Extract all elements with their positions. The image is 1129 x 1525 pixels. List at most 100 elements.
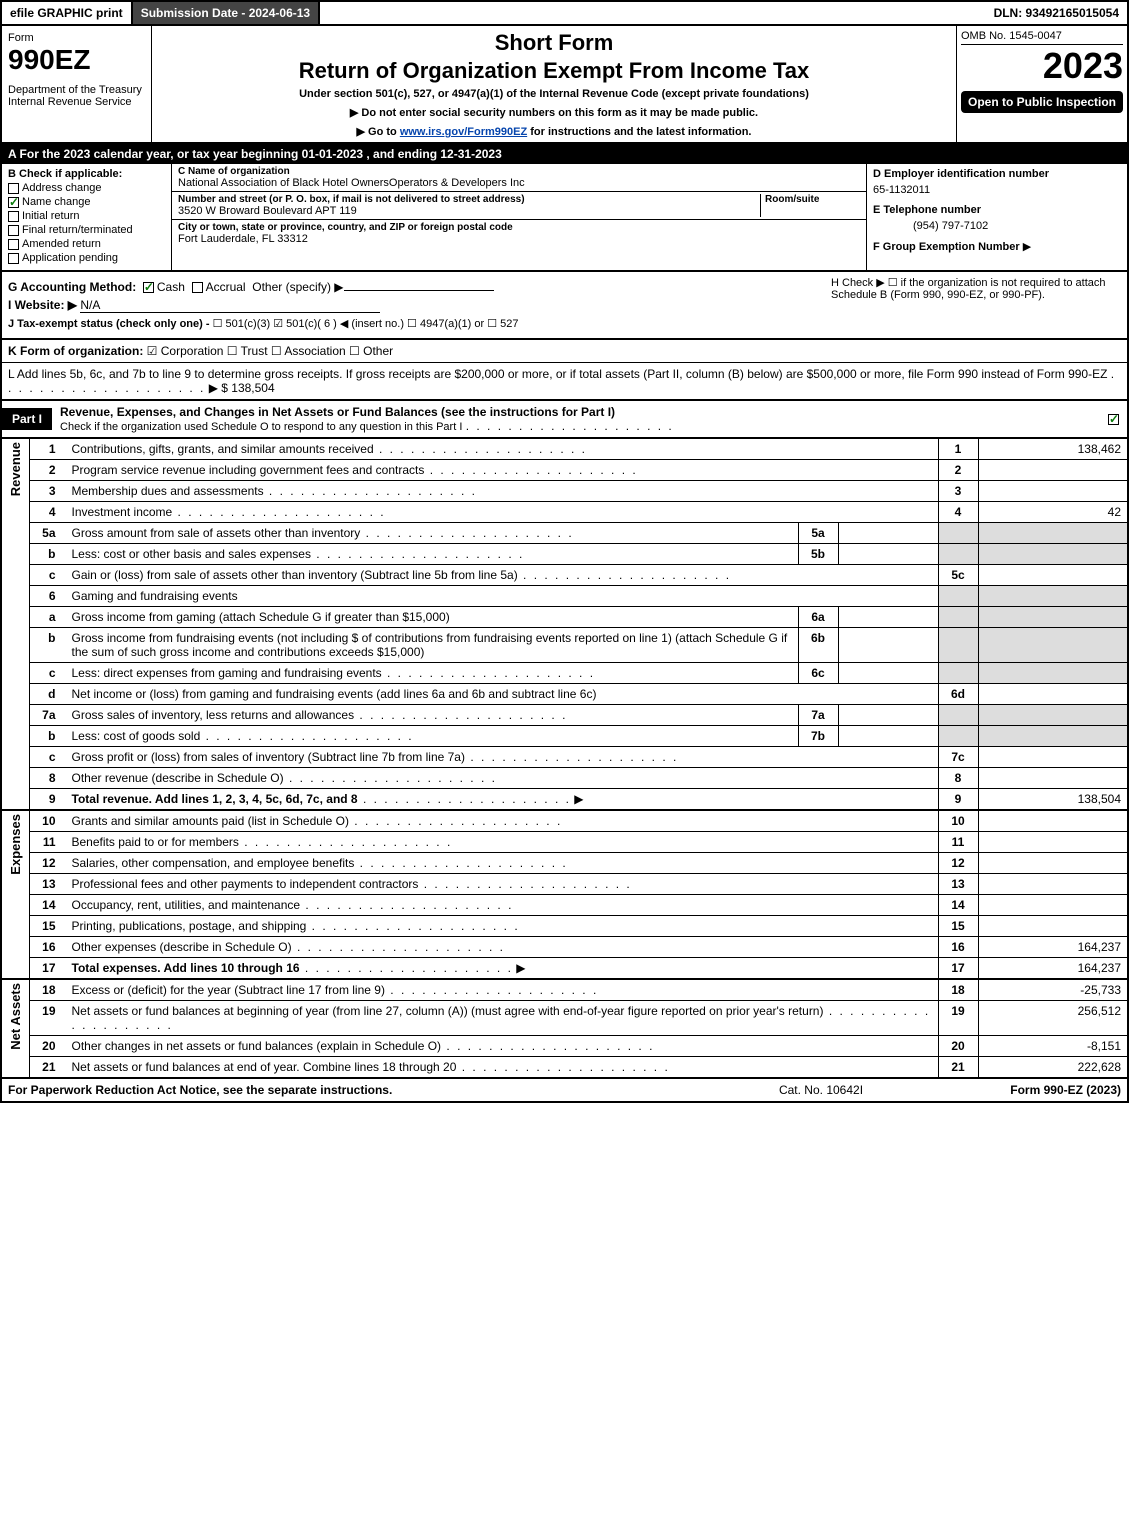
- irs-link[interactable]: www.irs.gov/Form990EZ: [400, 126, 527, 138]
- desc-text: Investment income: [72, 505, 173, 519]
- line-19: 19 Net assets or fund balances at beginn…: [1, 1001, 1128, 1036]
- line-6c: c Less: direct expenses from gaming and …: [1, 663, 1128, 684]
- addr-label: Number and street (or P. O. box, if mail…: [178, 194, 760, 205]
- dots: [358, 792, 571, 806]
- line-ref: 4: [938, 502, 978, 523]
- section-a: A For the 2023 calendar year, or tax yea…: [0, 144, 1129, 164]
- line-desc: Occupancy, rent, utilities, and maintena…: [66, 895, 939, 916]
- line-desc: Benefits paid to or for members: [66, 832, 939, 853]
- line-desc: Grants and similar amounts paid (list in…: [66, 810, 939, 832]
- short-form-title: Short Form: [162, 30, 946, 56]
- footer-form-suffix: (2023): [1083, 1083, 1121, 1097]
- k-label: K Form of organization:: [8, 344, 143, 358]
- line-num: 16: [30, 937, 66, 958]
- form-number: 990EZ: [8, 44, 145, 76]
- sub-val: [838, 628, 938, 663]
- checkbox-icon[interactable]: [8, 239, 19, 250]
- line-ref: 11: [938, 832, 978, 853]
- line-num: d: [30, 684, 66, 705]
- line-ref: 9: [938, 789, 978, 811]
- checkbox-icon[interactable]: [8, 183, 19, 194]
- checkbox-icon[interactable]: [8, 225, 19, 236]
- line-21: 21 Net assets or fund balances at end of…: [1, 1057, 1128, 1079]
- line-num: 21: [30, 1057, 66, 1079]
- dots: [466, 419, 674, 433]
- line-6: 6 Gaming and fundraising events: [1, 586, 1128, 607]
- checkbox-icon[interactable]: [8, 197, 19, 208]
- dots: [311, 547, 524, 561]
- line-num: 3: [30, 481, 66, 502]
- line-desc: Gross amount from sale of assets other t…: [66, 523, 799, 544]
- checkbox-icon[interactable]: [8, 211, 19, 222]
- part-i-header: Part I Revenue, Expenses, and Changes in…: [0, 401, 1129, 439]
- phone-value: (954) 797-7102: [913, 220, 1121, 232]
- line-desc: Gain or (loss) from sale of assets other…: [66, 565, 939, 586]
- desc-text: Grants and similar amounts paid (list in…: [72, 814, 349, 828]
- sub-val: [838, 544, 938, 565]
- phone-label: E Telephone number: [873, 204, 1121, 216]
- group-exemption: F Group Exemption Number ▶: [873, 240, 1121, 253]
- g-accrual: Accrual: [206, 280, 246, 294]
- dots: [306, 919, 519, 933]
- dots: [374, 442, 587, 456]
- k-options: ☑ Corporation ☐ Trust ☐ Association ☐ Ot…: [147, 344, 393, 358]
- line-val: [978, 481, 1128, 502]
- efile-label: efile GRAPHIC print: [2, 2, 133, 24]
- line-num: 6: [30, 586, 66, 607]
- line-ref-shade: [938, 705, 978, 726]
- dots: [441, 1039, 654, 1053]
- line-ref: 6d: [938, 684, 978, 705]
- line-num: 13: [30, 874, 66, 895]
- checkbox-icon[interactable]: [143, 282, 154, 293]
- dots: [360, 526, 573, 540]
- line-num: 17: [30, 958, 66, 980]
- cb-label: Final return/terminated: [22, 224, 133, 236]
- dots: [200, 729, 413, 743]
- line-ref: 19: [938, 1001, 978, 1036]
- line-desc: Other expenses (describe in Schedule O): [66, 937, 939, 958]
- l-amount-prefix: ▶ $: [209, 381, 232, 395]
- line-6a: a Gross income from gaming (attach Sched…: [1, 607, 1128, 628]
- dots: [424, 463, 637, 477]
- line-5b: b Less: cost or other basis and sales ex…: [1, 544, 1128, 565]
- line-num: 9: [30, 789, 66, 811]
- cb-label: Name change: [22, 196, 91, 208]
- desc-text: Other revenue (describe in Schedule O): [72, 771, 284, 785]
- line-desc: Less: cost or other basis and sales expe…: [66, 544, 799, 565]
- i-label: I Website: ▶: [8, 298, 77, 312]
- checkbox-icon[interactable]: [8, 253, 19, 264]
- top-bar: efile GRAPHIC print Submission Date - 20…: [0, 0, 1129, 24]
- desc-text: Printing, publications, postage, and shi…: [72, 919, 307, 933]
- line-ref: 8: [938, 768, 978, 789]
- desc-text: Gross profit or (loss) from sales of inv…: [72, 750, 465, 764]
- line-val: [978, 684, 1128, 705]
- line-desc: Gross income from fundraising events (no…: [66, 628, 799, 663]
- line-ref-shade: [938, 663, 978, 684]
- checkbox-icon[interactable]: [1108, 414, 1119, 425]
- sub-num: 6b: [798, 628, 838, 663]
- line-ref: 17: [938, 958, 978, 980]
- org-address: 3520 W Broward Boulevard APT 119: [178, 205, 760, 217]
- line-num: c: [30, 565, 66, 586]
- line-val: -25,733: [978, 979, 1128, 1001]
- cb-address-change: Address change: [8, 182, 165, 194]
- underline: [344, 290, 494, 291]
- dots: [354, 856, 567, 870]
- line-num: 20: [30, 1036, 66, 1057]
- sub-val: [838, 607, 938, 628]
- dots: [300, 898, 513, 912]
- revenue-label: Revenue: [8, 442, 23, 496]
- checkbox-icon[interactable]: [192, 282, 203, 293]
- header-left: Form 990EZ Department of the Treasury In…: [2, 26, 152, 142]
- line-val-shade: [978, 523, 1128, 544]
- section-g-h-i-j: G Accounting Method: Cash Accrual Other …: [0, 272, 1129, 340]
- line-num: 19: [30, 1001, 66, 1036]
- netassets-label: Net Assets: [8, 983, 23, 1050]
- part-title: Revenue, Expenses, and Changes in Net As…: [52, 401, 1103, 437]
- dots: [284, 771, 497, 785]
- sub-num: 5b: [798, 544, 838, 565]
- line-14: 14 Occupancy, rent, utilities, and maint…: [1, 895, 1128, 916]
- sub-val: [838, 663, 938, 684]
- footer-form-prefix: Form: [1010, 1083, 1043, 1097]
- dots: [349, 814, 562, 828]
